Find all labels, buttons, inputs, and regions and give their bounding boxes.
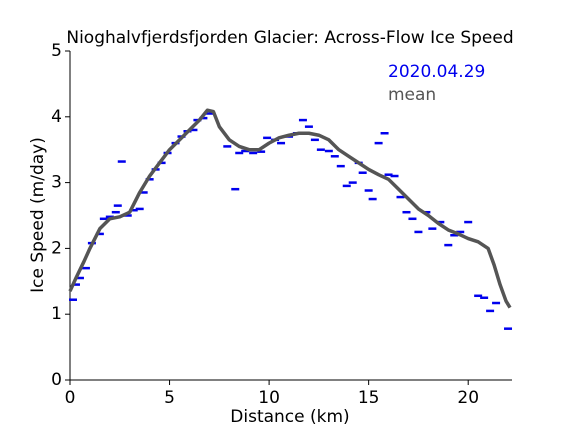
y-tick-label: 0 [51, 370, 62, 390]
x-tick-label: 20 [457, 388, 479, 408]
y-tick-label: 5 [51, 41, 62, 61]
y-tick-label: 2 [51, 238, 62, 258]
x-axis-label: Distance (km) [230, 407, 349, 427]
x-tick-label: 10 [258, 388, 280, 408]
chart-title: Nioghalvfjerdsfjorden Glacier: Across-Fl… [66, 28, 513, 48]
x-tick-label: 15 [358, 388, 380, 408]
legend-label: mean [388, 85, 436, 105]
legend-label: 2020.04.29 [388, 62, 485, 82]
x-tick-label: 0 [65, 388, 76, 408]
x-tick-label: 5 [164, 388, 175, 408]
y-tick-label: 1 [51, 304, 62, 324]
y-tick-label: 3 [51, 173, 62, 193]
y-tick-label: 4 [51, 107, 62, 127]
y-axis-label: Ice Speed (m/day) [28, 137, 48, 293]
mean-line [68, 108, 512, 309]
